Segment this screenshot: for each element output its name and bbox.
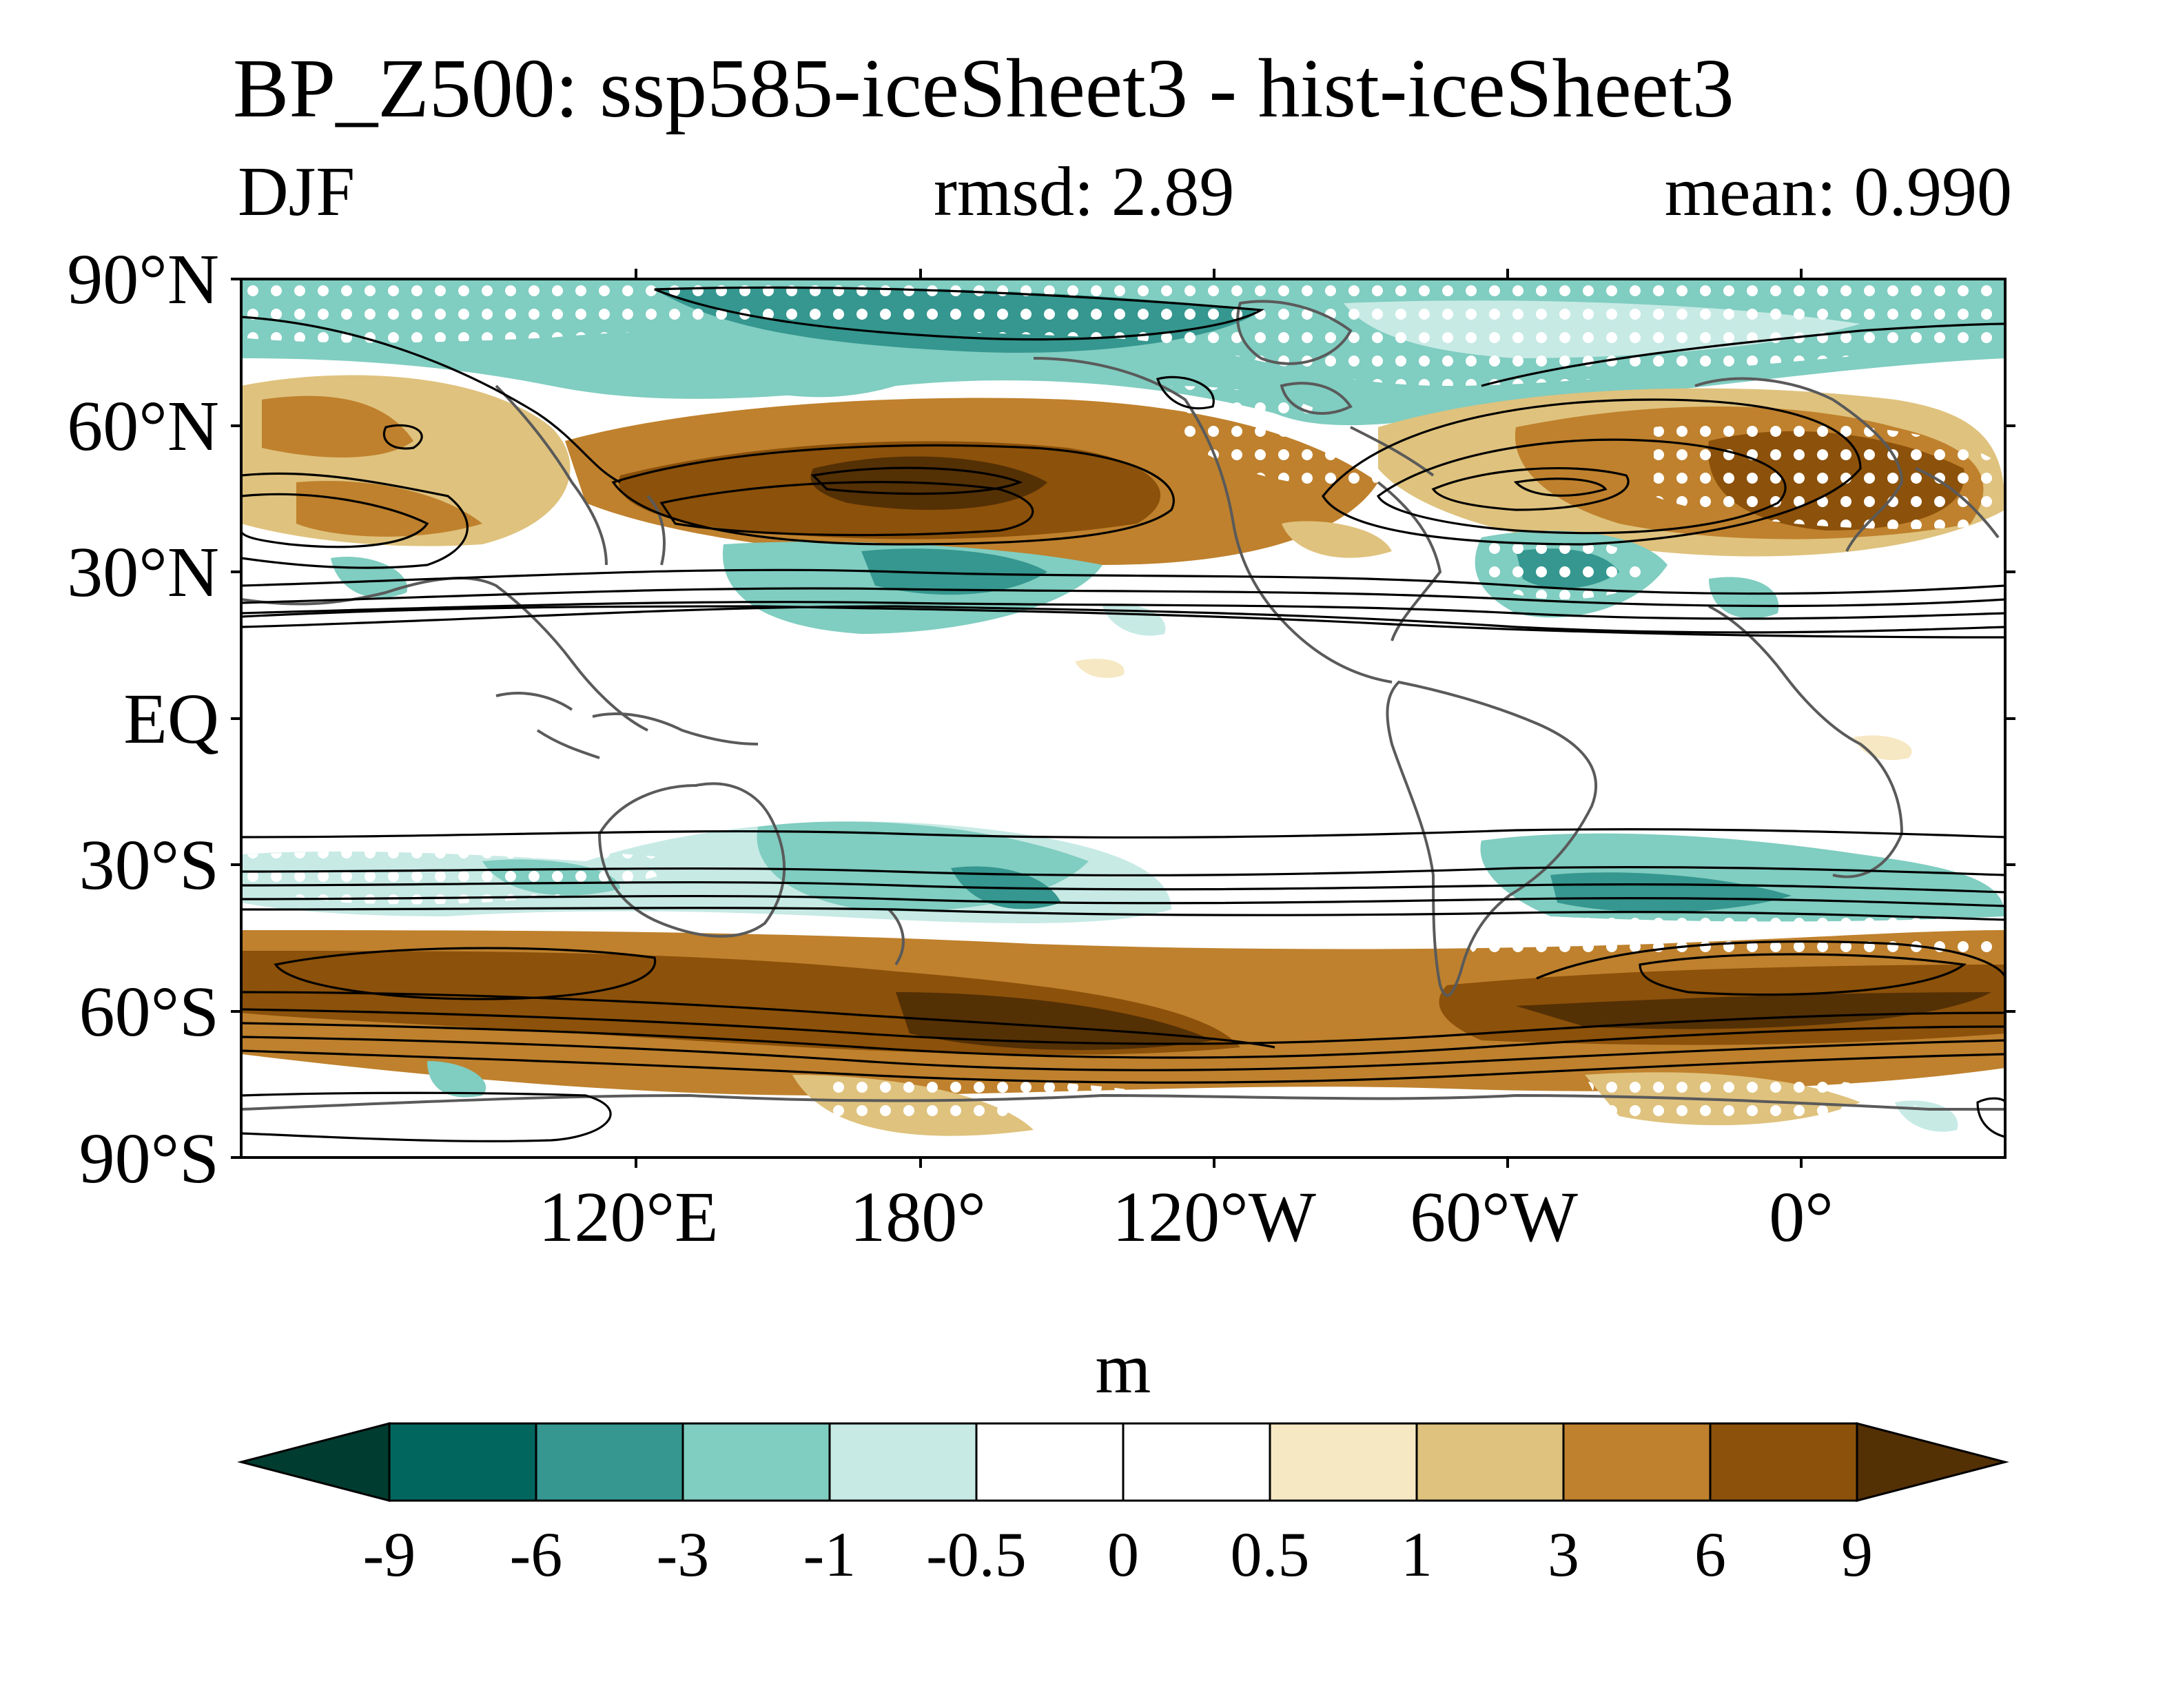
colorbar-tick-label: -9 [362, 1519, 416, 1589]
colorbar-swatch [1415, 1422, 1565, 1502]
colorbar-tick-label: 0.5 [1230, 1519, 1310, 1589]
axis-ticks [231, 269, 2015, 1168]
colorbar-tick-label: 1 [1401, 1519, 1433, 1589]
colorbar-tick-label: 0 [1107, 1519, 1139, 1589]
significance-stippling [241, 279, 2005, 1126]
colorbar-swatch [828, 1422, 978, 1502]
colorbar-units: m [1095, 1329, 1151, 1408]
colorbar-tick-label: 3 [1548, 1519, 1579, 1589]
figure-title: BP_Z500: ssp585-iceSheet3 - hist-iceShee… [233, 42, 1734, 135]
lat-label-90n: 90°N [67, 240, 219, 319]
coastlines [241, 300, 2005, 1111]
colorbar [237, 1422, 2009, 1502]
colorbar-tick-label: 6 [1694, 1519, 1726, 1589]
mean-label: mean: 0.990 [1664, 153, 2012, 231]
colorbar-swatch [1562, 1422, 1712, 1502]
climatology-contours [241, 286, 2005, 1142]
lat-label-90s: 90°S [79, 1119, 219, 1198]
colorbar-tick-label: -3 [656, 1519, 710, 1589]
colorbar-tick-label: -0.5 [926, 1519, 1027, 1589]
colorbar-swatch [681, 1422, 831, 1502]
colorbar-swatch [1709, 1422, 1858, 1502]
colorbar-swatch [975, 1422, 1125, 1502]
lat-label-60s: 60°S [79, 972, 219, 1051]
lon-label-60w: 60°W [1410, 1177, 1578, 1257]
colorbar-swatch [1269, 1422, 1418, 1502]
season-label: DJF [238, 153, 356, 231]
colorbar-swatch [388, 1422, 537, 1502]
colorbar-tick-label: -6 [509, 1519, 563, 1589]
colorbar-tick-label: 9 [1841, 1519, 1873, 1589]
lon-label-180: 180° [850, 1177, 986, 1257]
lon-label-0: 0° [1769, 1177, 1834, 1257]
colorbar-swatch [535, 1422, 684, 1502]
lat-label-30n: 30°N [67, 533, 219, 612]
rmsd-label: rmsd: 2.89 [934, 153, 1235, 231]
lon-label-120w: 120°W [1112, 1177, 1316, 1257]
lat-label-eq: EQ [123, 679, 219, 759]
colorbar-arrow-low [237, 1422, 391, 1502]
colorbar-swatch [1122, 1422, 1271, 1502]
colorbar-arrow-high [1856, 1422, 2009, 1502]
map-panel [241, 279, 2005, 1157]
lat-label-30s: 30°S [79, 825, 219, 905]
colorbar-tick-label: -1 [803, 1519, 856, 1589]
lon-label-120e: 120°E [538, 1177, 719, 1257]
lat-label-60n: 60°N [67, 387, 219, 466]
